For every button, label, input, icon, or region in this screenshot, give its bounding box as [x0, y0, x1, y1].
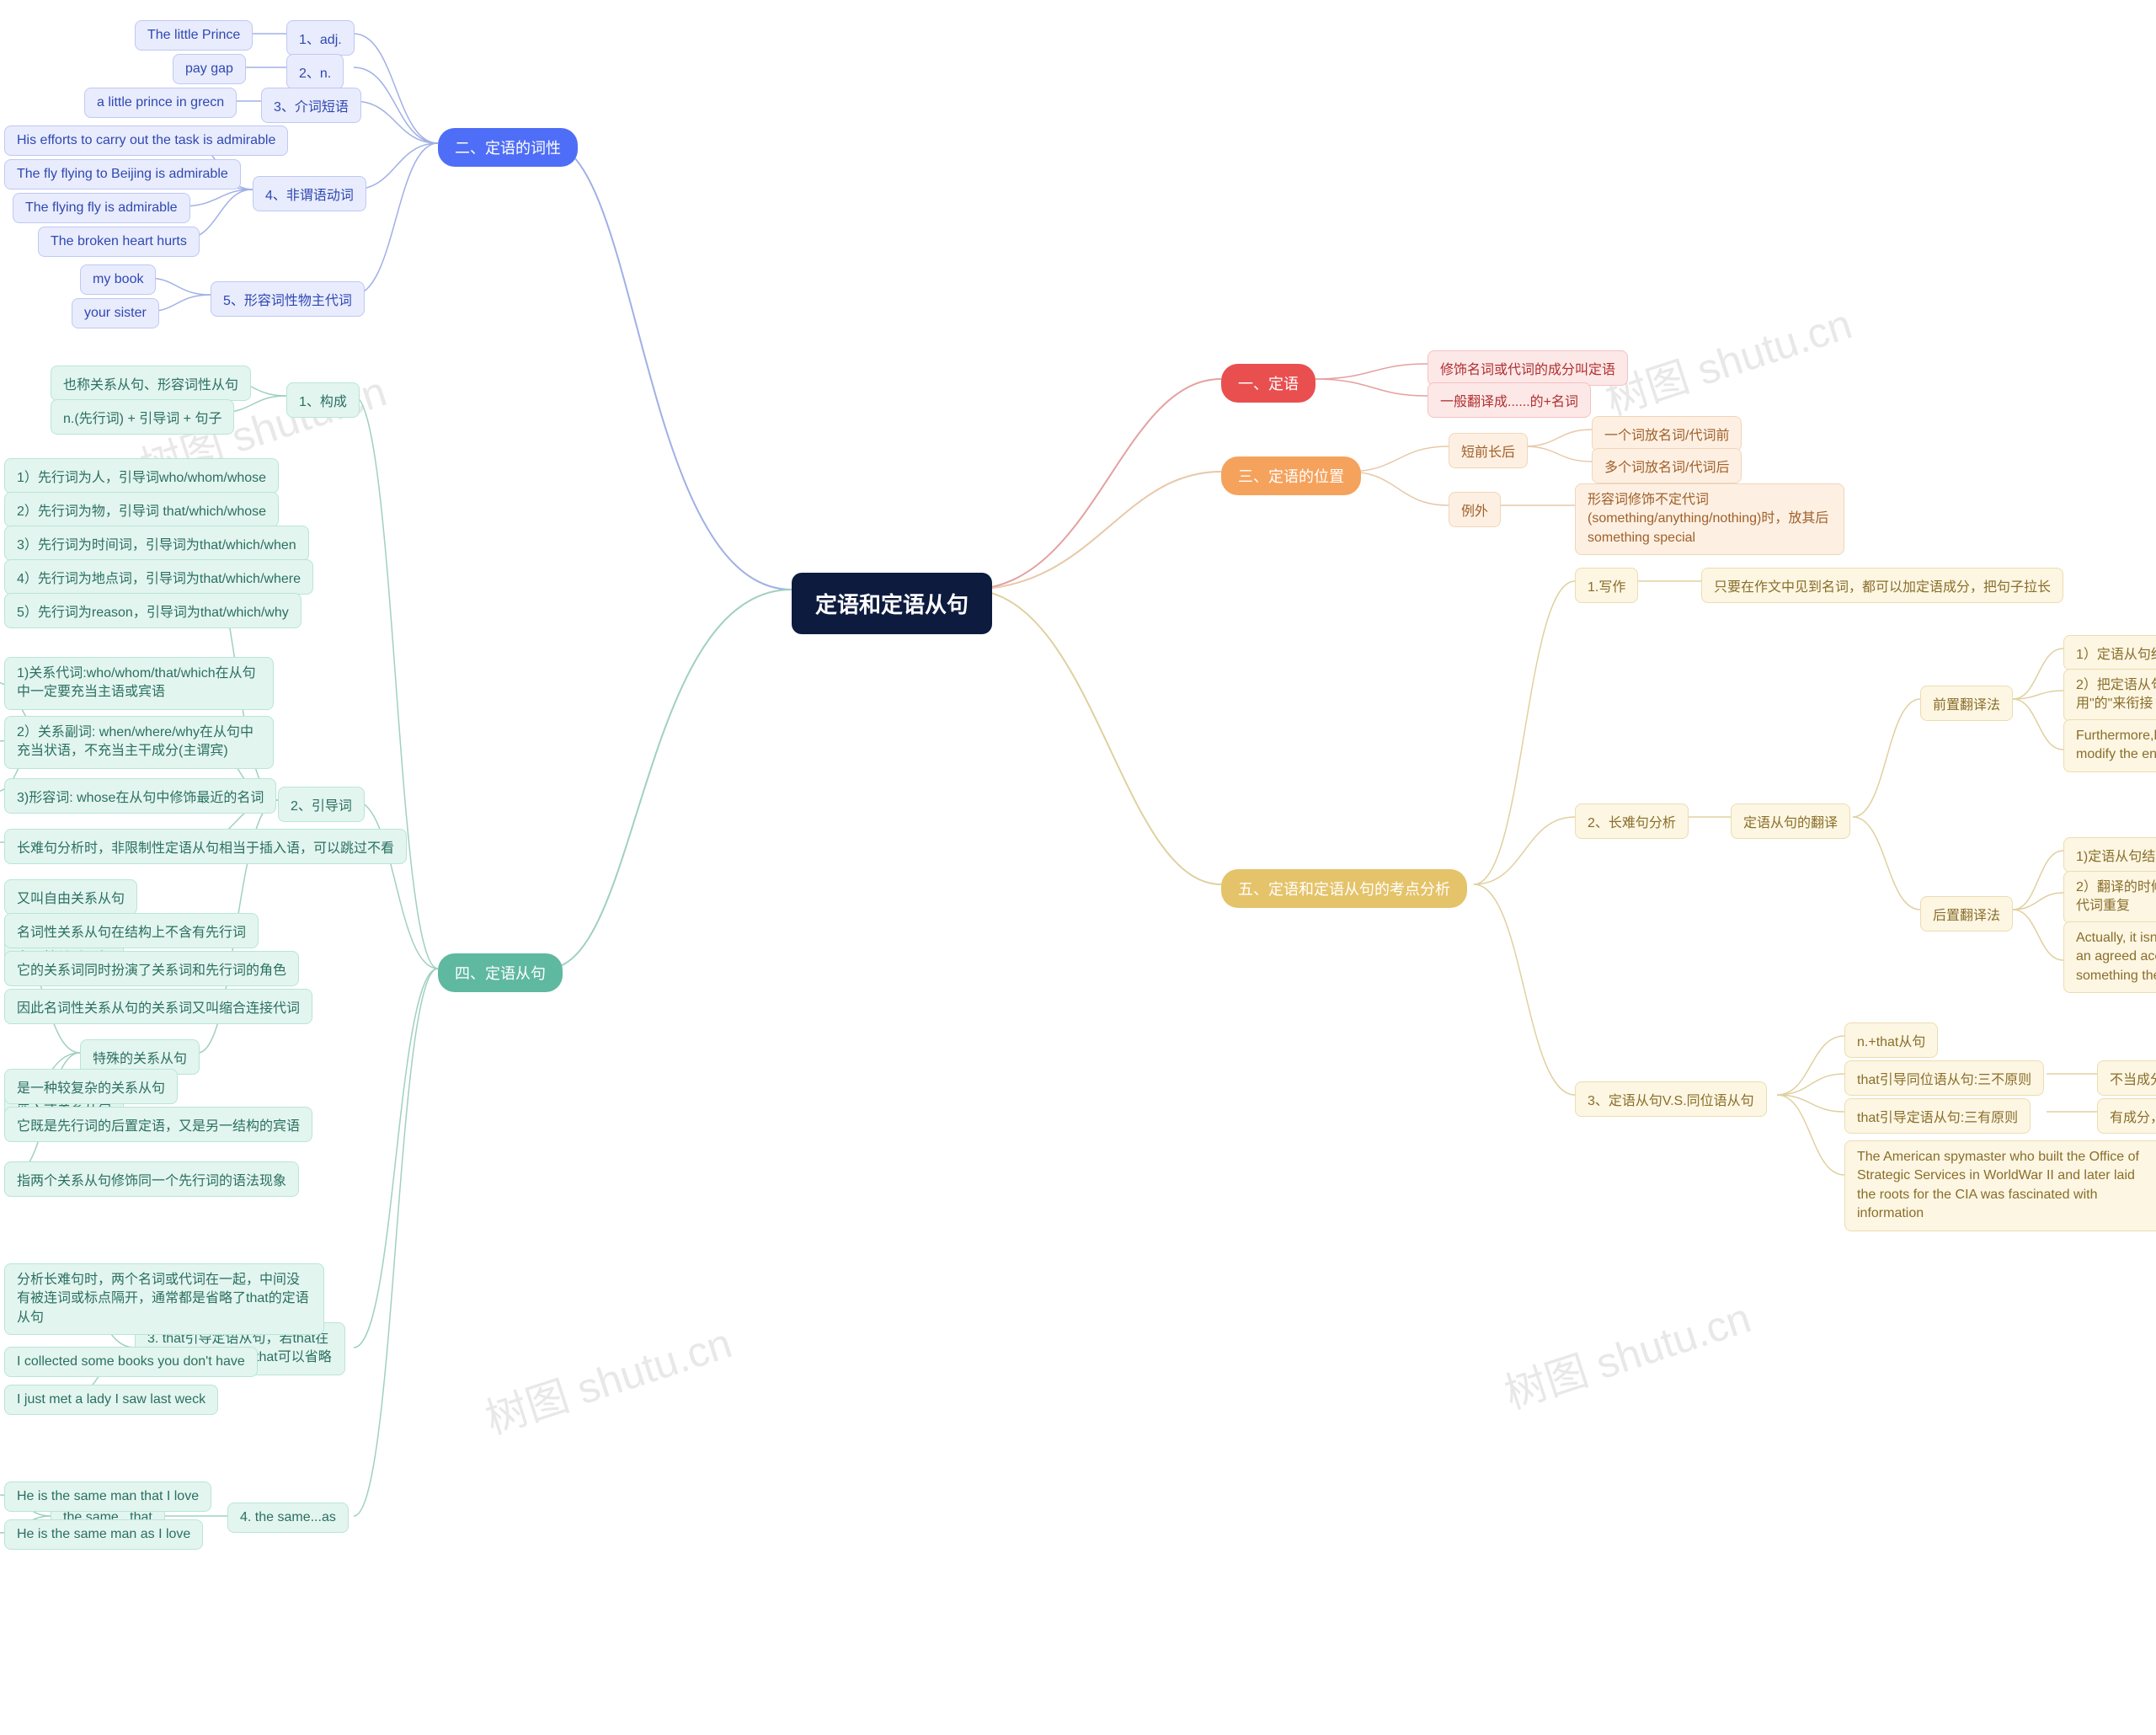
b5-s2-t: 定语从句的翻译	[1731, 803, 1850, 839]
b4-leaf: I just met a lady I saw last weck	[4, 1385, 218, 1415]
root-node: 定语和定语从句	[792, 573, 992, 634]
b4-leaf: 是一种较复杂的关系从句	[4, 1069, 178, 1104]
b4-g1-leaf: 1）先行词为人，引导词who/whom/whose	[4, 458, 279, 494]
b3-item: 例外	[1449, 492, 1501, 527]
b5-leaf: 只要在作文中见到名词，都可以加定语成分，把句子拉长	[1701, 568, 2063, 603]
b4-g2-leaf: 1)关系代词:who/whom/that/which在从句中一定要充当主语或宾语	[4, 657, 274, 710]
b4-leaf: 名词性关系从句在结构上不含有先行词	[4, 913, 259, 948]
b1-leaf: 一般翻译成......的+名词	[1428, 382, 1591, 418]
b4-s4: 4. the same...as	[227, 1503, 349, 1533]
b5-leaf: 1)定语从句结构复杂	[2063, 837, 2156, 873]
b5-leaf: Actually, it isn't, because it assumes t…	[2063, 921, 2156, 993]
b2-ex: my book	[80, 264, 156, 295]
watermark: 树图 shutu.cn	[477, 1310, 738, 1446]
b4-leaf: He is the same man as I love	[4, 1519, 203, 1550]
b2-ex: pay gap	[173, 54, 246, 84]
b4-g1-leaf: 3）先行词为时间词，引导词为that/which/when	[4, 526, 309, 561]
branch3-title: 三、定语的位置	[1221, 456, 1361, 495]
branch5-title: 五、定语和定语从句的考点分析	[1221, 869, 1467, 908]
connector-layer	[0, 0, 2156, 1735]
b4-g1-leaf: 5）先行词为reason，引导词为that/which/why	[4, 593, 302, 628]
b5-leaf: 1）定语从句结构简单	[2063, 635, 2156, 670]
b4-g2-leaf: 2）关系副词: when/where/why在从句中充当状语，不充当主干成分(主…	[4, 716, 274, 769]
b2-item: 3、介词短语	[261, 88, 361, 123]
b3-item: 短前长后	[1449, 433, 1528, 468]
b2-ex: The broken heart hurts	[38, 227, 200, 257]
b5-m2: 后置翻译法	[1920, 896, 2013, 932]
b5-leaf: Furthermore,humans have the ability to m…	[2063, 719, 2156, 772]
b5-leaf: 有成分，有含义，有时可省略（that在从句做宾语）	[2097, 1098, 2156, 1134]
b4-g3-leaf: 长难句分析时，非限制性定语从句相当于插入语，可以跳过不看	[4, 829, 407, 864]
b2-ex: His efforts to carry out the task is adm…	[4, 125, 288, 156]
b2-ex: your sister	[72, 298, 159, 328]
branch4-title: 四、定语从句	[438, 953, 563, 992]
b2-item: 4、非谓语动词	[253, 176, 366, 211]
watermark: 树图 shutu.cn	[1496, 1284, 1757, 1421]
b1-leaf: 修饰名词或代词的成分叫定语	[1428, 350, 1628, 386]
b2-item: 2、n.	[286, 54, 344, 89]
b4-s1: 1、构成	[286, 382, 360, 418]
b4-leaf: He is the same man that I love	[4, 1481, 211, 1512]
b5-leaf: that引导定语从句:三有原则	[1844, 1098, 2031, 1134]
b4-s1-leaf: 也称关系从句、形容词性从句	[51, 366, 251, 401]
b5-leaf: 不当成分，不具含义，不可省略	[2097, 1060, 2156, 1096]
b4-leaf: 因此名词性关系从句的关系词又叫缩合连接代词	[4, 989, 312, 1024]
b5-s1: 1.写作	[1575, 568, 1638, 603]
watermark: 树图 shutu.cn	[1597, 291, 1858, 427]
b5-s3: 3、定语从句V.S.同位语从句	[1575, 1081, 1767, 1117]
b2-ex: The little Prince	[135, 20, 253, 51]
branch2-title: 二、定语的词性	[438, 128, 578, 167]
b5-leaf: n.+that从句	[1844, 1022, 1938, 1058]
b2-ex: a little prince in grecn	[84, 88, 237, 118]
b2-ex: The flying fly is admirable	[13, 193, 190, 223]
b3-leaf: 形容词修饰不定代词(something/anything/nothing)时，放…	[1575, 483, 1844, 555]
b4-leaf: 指两个关系从句修饰同一个先行词的语法现象	[4, 1161, 299, 1197]
b5-leaf: The American spymaster who built the Off…	[1844, 1140, 2156, 1231]
b4-leaf: 它既是先行词的后置定语，又是另一结构的宾语	[4, 1107, 312, 1142]
b4-leaf: 它的关系词同时扮演了关系词和先行词的角色	[4, 951, 299, 986]
b4-g2-leaf: 3)形容词: whose在从句中修饰最近的名词	[4, 778, 276, 814]
b3-leaf: 一个词放名词/代词前	[1592, 416, 1742, 451]
branch1-title: 一、定语	[1221, 364, 1315, 403]
b4-s2: 2、引导词	[278, 787, 365, 822]
b2-ex: The fly flying to Beijing is admirable	[4, 159, 241, 190]
b2-item: 5、形容词性物主代词	[211, 281, 365, 317]
b4-leaf: 分析长难句时，两个名词或代词在一起，中间没有被连词或标点隔开，通常都是省略了th…	[4, 1263, 324, 1335]
b2-item: 1、adj.	[286, 20, 355, 56]
b5-leaf: that引导同位语从句:三不原则	[1844, 1060, 2044, 1096]
b4-leaf: I collected some books you don't have	[4, 1347, 258, 1377]
b4-s1-leaf: n.(先行词) + 引导词 + 句子	[51, 399, 234, 435]
b3-leaf: 多个词放名词/代词后	[1592, 448, 1742, 483]
b5-leaf: 2）翻译的时候后置，这时常常需要重复先行词或用代词重复	[2063, 871, 2156, 924]
b5-leaf: 2）把定语从句翻译到它所修饰的先行词前，并常常用"的"来衔接	[2063, 669, 2156, 722]
b4-leaf: 又叫自由关系从句	[4, 879, 137, 915]
b4-g1-leaf: 4）先行词为地点词，引导词为that/which/where	[4, 559, 313, 595]
b4-g1-leaf: 2）先行词为物，引导词 that/which/whose	[4, 492, 279, 527]
b5-m1: 前置翻译法	[1920, 686, 2013, 721]
b5-s2: 2、长难句分析	[1575, 803, 1689, 839]
